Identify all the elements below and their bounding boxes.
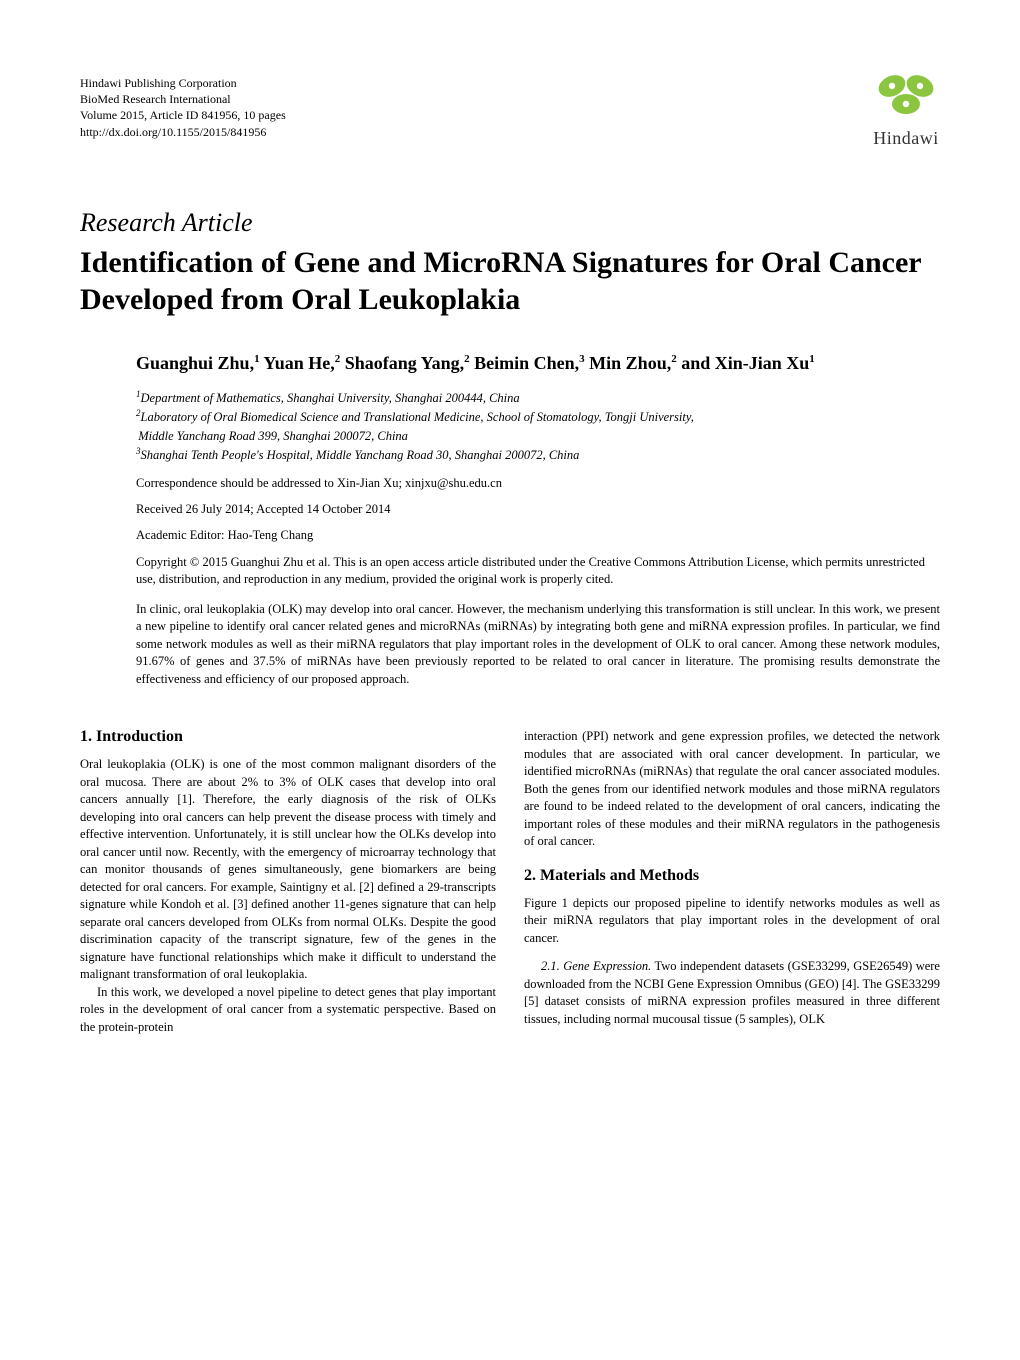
- copyright: Copyright © 2015 Guanghui Zhu et al. Thi…: [136, 554, 940, 588]
- intro-continuation-p: interaction (PPI) network and gene expre…: [524, 728, 940, 851]
- logo-text: Hindawi: [872, 128, 940, 149]
- intro-paragraph-1: Oral leukoplakia (OLK) is one of the mos…: [80, 756, 496, 984]
- hindawi-logo-icon: [872, 68, 940, 124]
- section-heading-methods: 2. Materials and Methods: [524, 867, 940, 885]
- affiliation-2a: 2Laboratory of Oral Biomedical Science a…: [136, 407, 940, 426]
- doi-url: http://dx.doi.org/10.1155/2015/841956: [80, 124, 940, 140]
- academic-editor: Academic Editor: Hao-Teng Chang: [136, 528, 940, 543]
- methods-paragraph-2: 2.1. Gene Expression. Two independent da…: [524, 958, 940, 1028]
- intro-paragraph-2: In this work, we developed a novel pipel…: [80, 984, 496, 1037]
- affiliation-2b: Middle Yanchang Road 399, Shanghai 20007…: [136, 426, 940, 445]
- section-heading-intro: 1. Introduction: [80, 728, 496, 746]
- article-type: Research Article: [80, 208, 940, 238]
- authors: Guanghui Zhu,1 Yuan He,2 Shaofang Yang,2…: [136, 353, 940, 374]
- affiliation-3: 3Shanghai Tenth People's Hospital, Middl…: [136, 445, 940, 464]
- methods-paragraph-1: Figure 1 depicts our proposed pipeline t…: [524, 895, 940, 948]
- body-columns: 1. Introduction Oral leukoplakia (OLK) i…: [80, 728, 940, 1036]
- methods-body: Figure 1 depicts our proposed pipeline t…: [524, 895, 940, 1029]
- dates: Received 26 July 2014; Accepted 14 Octob…: [136, 502, 940, 517]
- publisher-block: Hindawi Publishing Corporation BioMed Re…: [80, 75, 940, 140]
- affiliation-1: 1Department of Mathematics, Shanghai Uni…: [136, 388, 940, 407]
- affiliations: 1Department of Mathematics, Shanghai Uni…: [136, 388, 940, 464]
- volume-info: Volume 2015, Article ID 841956, 10 pages: [80, 107, 940, 123]
- subsection-heading: 2.1. Gene Expression.: [541, 959, 651, 973]
- publisher-logo: Hindawi: [872, 68, 940, 149]
- intro-continuation: interaction (PPI) network and gene expre…: [524, 728, 940, 851]
- left-column: 1. Introduction Oral leukoplakia (OLK) i…: [80, 728, 496, 1036]
- article-title: Identification of Gene and MicroRNA Sign…: [80, 244, 940, 319]
- abstract: In clinic, oral leukoplakia (OLK) may de…: [136, 601, 940, 689]
- intro-body: Oral leukoplakia (OLK) is one of the mos…: [80, 756, 496, 1036]
- journal-name: BioMed Research International: [80, 91, 940, 107]
- correspondence: Correspondence should be addressed to Xi…: [136, 476, 940, 491]
- publisher-name: Hindawi Publishing Corporation: [80, 75, 940, 91]
- right-column: interaction (PPI) network and gene expre…: [524, 728, 940, 1036]
